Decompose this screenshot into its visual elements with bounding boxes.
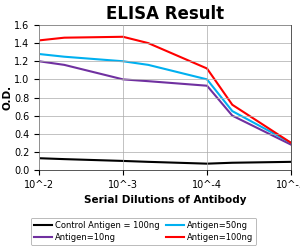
Antigen=50ng: [37, 52, 41, 56]
Antigen=10ng: [62, 64, 66, 66]
Antigen=100ng: [146, 42, 150, 45]
Line: Antigen=100ng: Antigen=100ng: [39, 37, 291, 143]
Y-axis label: O.D.: O.D.: [2, 85, 13, 110]
Control Antigen = 100ng: [205, 162, 209, 165]
Antigen=50ng: [230, 110, 234, 112]
Control Antigen = 100ng: [146, 160, 150, 163]
Antigen=50ng: [62, 55, 66, 58]
Antigen=100ng: [37, 39, 41, 42]
Antigen=10ng: [121, 78, 125, 81]
Antigen=100ng: [205, 67, 209, 70]
Antigen=50ng: [121, 60, 125, 63]
Line: Antigen=50ng: Antigen=50ng: [39, 54, 291, 143]
Title: ELISA Result: ELISA Result: [106, 6, 224, 24]
Antigen=100ng: [62, 36, 66, 39]
Antigen=50ng: [146, 64, 150, 66]
Antigen=100ng: [289, 141, 293, 144]
Antigen=50ng: [205, 78, 209, 81]
Control Antigen = 100ng: [62, 158, 66, 161]
Antigen=100ng: [230, 103, 234, 106]
Antigen=10ng: [205, 84, 209, 87]
Antigen=10ng: [146, 80, 150, 83]
Antigen=10ng: [289, 143, 293, 146]
Control Antigen = 100ng: [230, 161, 234, 164]
Control Antigen = 100ng: [37, 157, 41, 160]
Control Antigen = 100ng: [289, 160, 293, 163]
Antigen=100ng: [121, 35, 125, 38]
Antigen=10ng: [230, 114, 234, 117]
Antigen=50ng: [289, 141, 293, 144]
Line: Control Antigen = 100ng: Control Antigen = 100ng: [39, 158, 291, 164]
Line: Antigen=10ng: Antigen=10ng: [39, 61, 291, 144]
Control Antigen = 100ng: [121, 160, 125, 162]
Legend: Control Antigen = 100ng, Antigen=10ng, Antigen=50ng, Antigen=100ng: Control Antigen = 100ng, Antigen=10ng, A…: [31, 218, 256, 245]
X-axis label: Serial Dilutions of Antibody: Serial Dilutions of Antibody: [84, 195, 246, 205]
Antigen=10ng: [37, 60, 41, 63]
